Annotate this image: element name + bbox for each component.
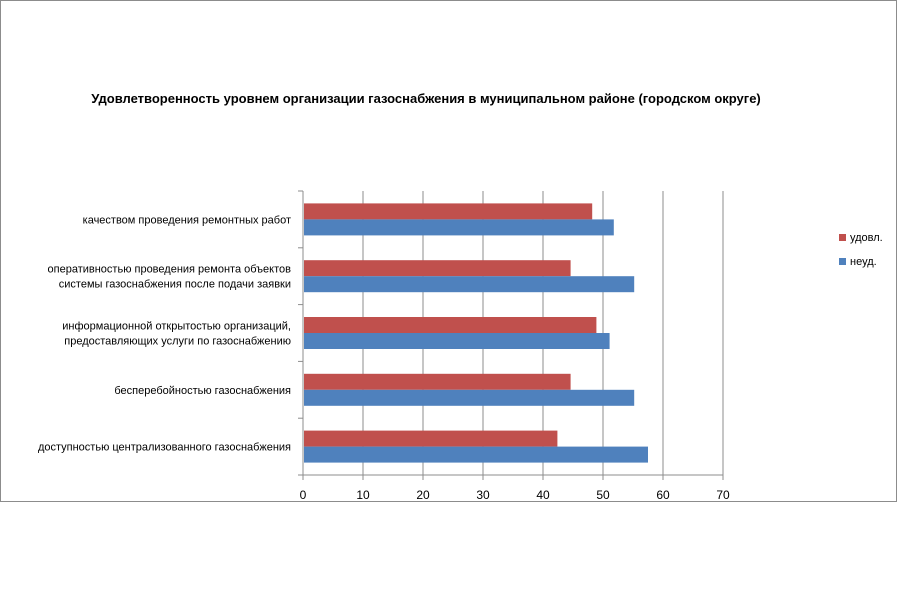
legend: удовл. неуд. xyxy=(839,232,883,268)
category-label: оперативностью проведения ремонта объект… xyxy=(48,264,292,276)
legend-swatch-1 xyxy=(839,258,846,265)
bar-unsatisfied-3 xyxy=(304,389,635,406)
bar-unsatisfied-4 xyxy=(304,446,648,463)
bar-satisfied-4 xyxy=(304,430,558,447)
category-label: предоставляющих услуги по газоснабжению xyxy=(64,336,291,348)
x-tick-label: 0 xyxy=(300,488,307,502)
x-tick-label: 10 xyxy=(356,488,370,502)
category-label: системы газоснабжения после подачи заявк… xyxy=(59,279,291,291)
category-label: качеством проведения ремонтных работ xyxy=(83,214,291,226)
bar-unsatisfied-1 xyxy=(304,276,635,293)
bar-satisfied-1 xyxy=(304,260,571,277)
x-tick-label: 30 xyxy=(476,488,490,502)
x-tick-label: 70 xyxy=(716,488,730,502)
x-tick-label: 50 xyxy=(596,488,610,502)
bar-satisfied-2 xyxy=(304,317,597,333)
legend-label-1: неуд. xyxy=(850,256,877,268)
legend-label-0: удовл. xyxy=(850,232,883,244)
category-label: информационной открытостью организаций, xyxy=(62,321,291,333)
bar-chart: Удовлетворенность уровнем организации га… xyxy=(38,91,883,502)
legend-swatch-0 xyxy=(839,234,846,241)
x-tick-label: 40 xyxy=(536,488,550,502)
x-tick-label: 60 xyxy=(656,488,670,502)
bar-satisfied-3 xyxy=(304,373,571,390)
plot-area: 0 10 20 30 40 50 60 70 качеством проведения ремо… xyxy=(38,190,730,502)
bar-satisfied-0 xyxy=(304,203,593,220)
chart-frame: Удовлетворенность уровнем организации га… xyxy=(0,0,897,502)
bar-unsatisfied-0 xyxy=(304,219,614,236)
category-label: доступностью централизованного газоснабж… xyxy=(38,442,291,454)
x-tick-label: 20 xyxy=(416,488,430,502)
category-label: бесперебойностью газоснабжения xyxy=(114,385,291,397)
chart-title: Удовлетворенность уровнем организации га… xyxy=(91,91,761,106)
bar-unsatisfied-2 xyxy=(304,333,610,349)
